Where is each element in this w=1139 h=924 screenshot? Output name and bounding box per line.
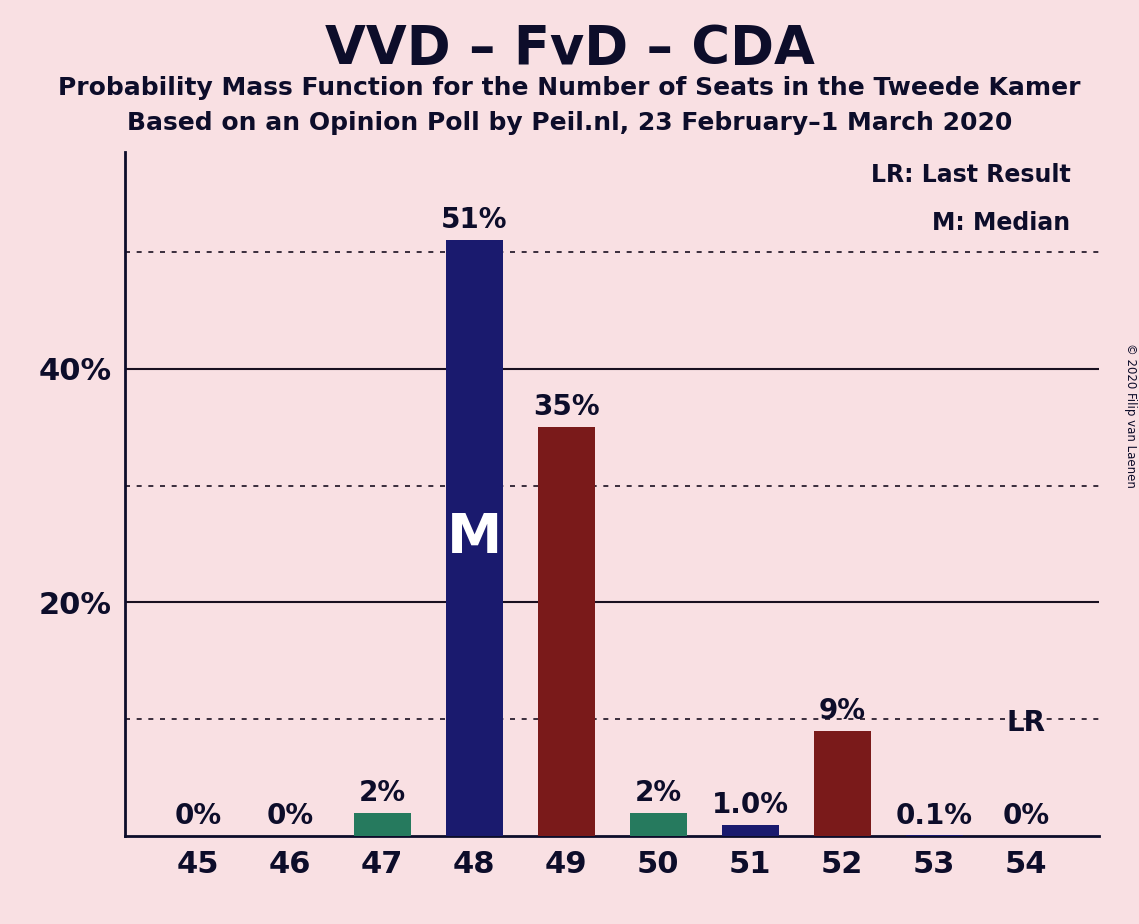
- Text: Based on an Opinion Poll by Peil.nl, 23 February–1 March 2020: Based on an Opinion Poll by Peil.nl, 23 …: [126, 111, 1013, 135]
- Bar: [813, 731, 871, 836]
- Text: 2%: 2%: [634, 779, 682, 807]
- Text: 0%: 0%: [174, 802, 222, 831]
- Text: 0.1%: 0.1%: [895, 802, 973, 831]
- Text: 9%: 9%: [819, 698, 866, 725]
- Text: VVD – FvD – CDA: VVD – FvD – CDA: [325, 23, 814, 75]
- Text: 2%: 2%: [359, 779, 405, 807]
- Bar: [538, 427, 595, 836]
- Bar: [353, 813, 411, 836]
- Bar: [445, 240, 502, 836]
- Bar: [630, 813, 687, 836]
- Text: 0%: 0%: [267, 802, 313, 831]
- Text: 51%: 51%: [441, 206, 507, 235]
- Text: © 2020 Filip van Laenen: © 2020 Filip van Laenen: [1124, 344, 1137, 488]
- Text: LR: LR: [1007, 709, 1046, 736]
- Text: 35%: 35%: [533, 394, 599, 421]
- Bar: [906, 835, 962, 836]
- Text: LR: Last Result: LR: Last Result: [870, 163, 1071, 187]
- Text: 0%: 0%: [1002, 802, 1050, 831]
- Text: M: Median: M: Median: [933, 211, 1071, 235]
- Bar: [722, 824, 779, 836]
- Text: 1.0%: 1.0%: [712, 791, 788, 819]
- Text: M: M: [446, 511, 502, 565]
- Text: Probability Mass Function for the Number of Seats in the Tweede Kamer: Probability Mass Function for the Number…: [58, 76, 1081, 100]
